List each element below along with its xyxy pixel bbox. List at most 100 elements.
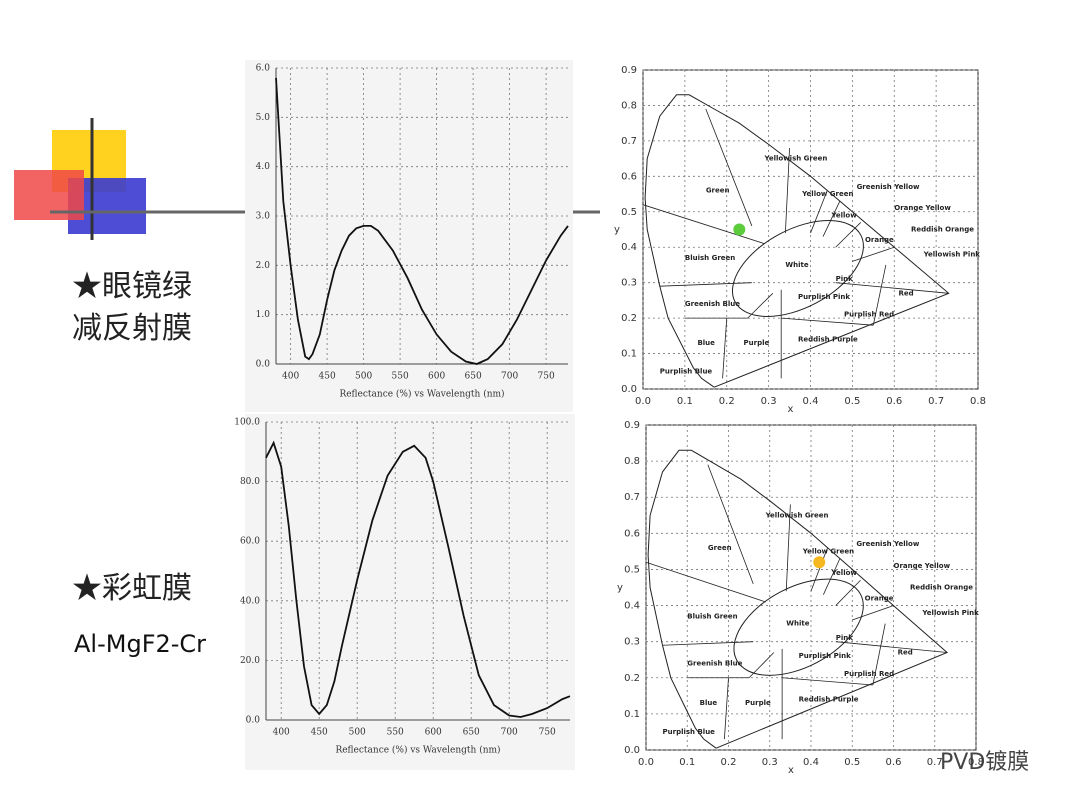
x-tick-label: 0.2 — [721, 757, 737, 768]
region-label: Green — [706, 187, 730, 195]
region-boundary — [835, 222, 862, 248]
region-label: Blue — [700, 699, 718, 707]
x-tick-label: 0.2 — [719, 396, 735, 407]
region-label: Yellowish Green — [765, 511, 829, 519]
region-boundary — [822, 200, 841, 237]
region-label: Red — [898, 649, 913, 657]
y-tick-label: 0.9 — [624, 420, 640, 431]
region-label: Yellow — [830, 211, 857, 219]
x-axis-label: x — [788, 404, 794, 415]
region-boundary — [782, 677, 873, 686]
x-tick-label: 0.0 — [638, 757, 654, 768]
region-boundary — [823, 558, 841, 595]
x-tick-label: 0.5 — [844, 396, 860, 407]
region-boundary — [659, 282, 752, 287]
region-label: Purple — [744, 339, 770, 347]
x-tick-label: 750 — [539, 728, 556, 738]
region-boundary — [872, 623, 886, 686]
y-tick-label: 100.0 — [234, 418, 260, 428]
x-tick-label: 650 — [463, 728, 480, 738]
region-boundary — [810, 190, 828, 234]
region-label: Green — [708, 544, 732, 552]
white-region — [731, 220, 864, 317]
x-tick-label: 450 — [311, 728, 328, 738]
spectral-locus — [644, 94, 950, 388]
region-boundary — [852, 246, 895, 262]
x-tick-label: 450 — [319, 372, 336, 382]
region-boundary — [642, 204, 765, 245]
region-boundary — [835, 579, 861, 606]
y-tick-label: 2.0 — [256, 261, 271, 271]
region-label: Purplish Red — [844, 311, 894, 319]
region-boundary — [810, 547, 828, 592]
x-tick-label: 550 — [387, 728, 404, 738]
x-tick-label: 0.4 — [803, 757, 819, 768]
region-label: White — [786, 620, 809, 628]
watermark: PVD镀膜 — [940, 750, 1029, 775]
x-tick-label: 600 — [425, 728, 442, 738]
x-tick-label: 0.4 — [803, 396, 819, 407]
y-axis-label: y — [614, 225, 620, 236]
white-region — [733, 578, 864, 676]
x-tick-label: 0.1 — [677, 396, 693, 407]
y-tick-label: 20.0 — [240, 656, 260, 666]
region-label: Orange — [865, 594, 894, 602]
y-tick-label: 80.0 — [240, 477, 260, 487]
y-tick-label: 5.0 — [256, 113, 271, 123]
x-tick-label: 0.8 — [970, 396, 986, 407]
region-label: Purple — [745, 699, 771, 707]
x-tick-label: 500 — [355, 372, 372, 382]
region-label: Yellow Green — [802, 547, 854, 555]
y-tick-label: 1.0 — [256, 310, 271, 320]
x-tick-label: 0.8 — [968, 757, 984, 768]
y-tick-label: 0.0 — [246, 716, 261, 726]
region-label: Purplish Pink — [799, 652, 851, 660]
y-tick-label: 0.1 — [621, 349, 637, 360]
y-tick-label: 0.0 — [256, 360, 271, 370]
region-label: Greenish Yellow — [857, 183, 920, 191]
x-tick-label: 650 — [465, 372, 482, 382]
region-boundary — [852, 605, 894, 621]
y-tick-label: 0.2 — [621, 313, 637, 324]
region-boundary — [835, 282, 949, 294]
label: 减反射膜 — [72, 311, 192, 346]
y-tick-label: 0.8 — [621, 100, 637, 111]
region-label: Reddish Orange — [910, 584, 973, 592]
region-boundary — [872, 264, 887, 326]
x-tick-label: 400 — [273, 728, 290, 738]
color-point — [733, 223, 746, 236]
color-point — [813, 556, 826, 569]
region-label: Pink — [836, 275, 854, 283]
region-label: Orange Yellow — [894, 204, 951, 212]
x-tick-label: 500 — [349, 728, 366, 738]
y-axis-label: y — [617, 583, 623, 594]
region-label: Purplish Red — [844, 670, 894, 678]
y-tick-label: 0.8 — [624, 456, 640, 467]
y-tick-label: 0.0 — [621, 384, 637, 395]
y-tick-label: 0.1 — [624, 709, 640, 720]
y-tick-label: 0.9 — [621, 65, 637, 76]
region-boundary — [835, 641, 948, 653]
panel — [245, 60, 573, 412]
region-label: Orange — [865, 236, 894, 244]
region-label: Bluish Green — [687, 612, 737, 620]
y-tick-label: 40.0 — [240, 596, 260, 606]
region-boundary — [723, 677, 729, 740]
y-tick-label: 0.3 — [624, 637, 640, 648]
region-label: Greenish Blue — [687, 659, 742, 667]
region-label: Yellowish Pink — [923, 250, 981, 258]
logo — [14, 118, 600, 240]
y-tick-label: 0.4 — [624, 601, 640, 612]
region-label: Bluish Green — [685, 254, 735, 262]
y-tick-label: 4.0 — [256, 162, 271, 172]
spectral-locus — [647, 449, 949, 749]
region-label: Purplish Blue — [663, 728, 716, 736]
x-tick-label: 700 — [501, 728, 518, 738]
x-tick-label: 600 — [428, 372, 445, 382]
x-axis-label: Reflectance (%) vs Wavelength (nm) — [339, 389, 504, 400]
reflectance-curve — [275, 77, 569, 365]
label: ★眼镜绿 — [72, 269, 192, 304]
panel — [245, 414, 575, 770]
region-boundary — [707, 464, 754, 585]
